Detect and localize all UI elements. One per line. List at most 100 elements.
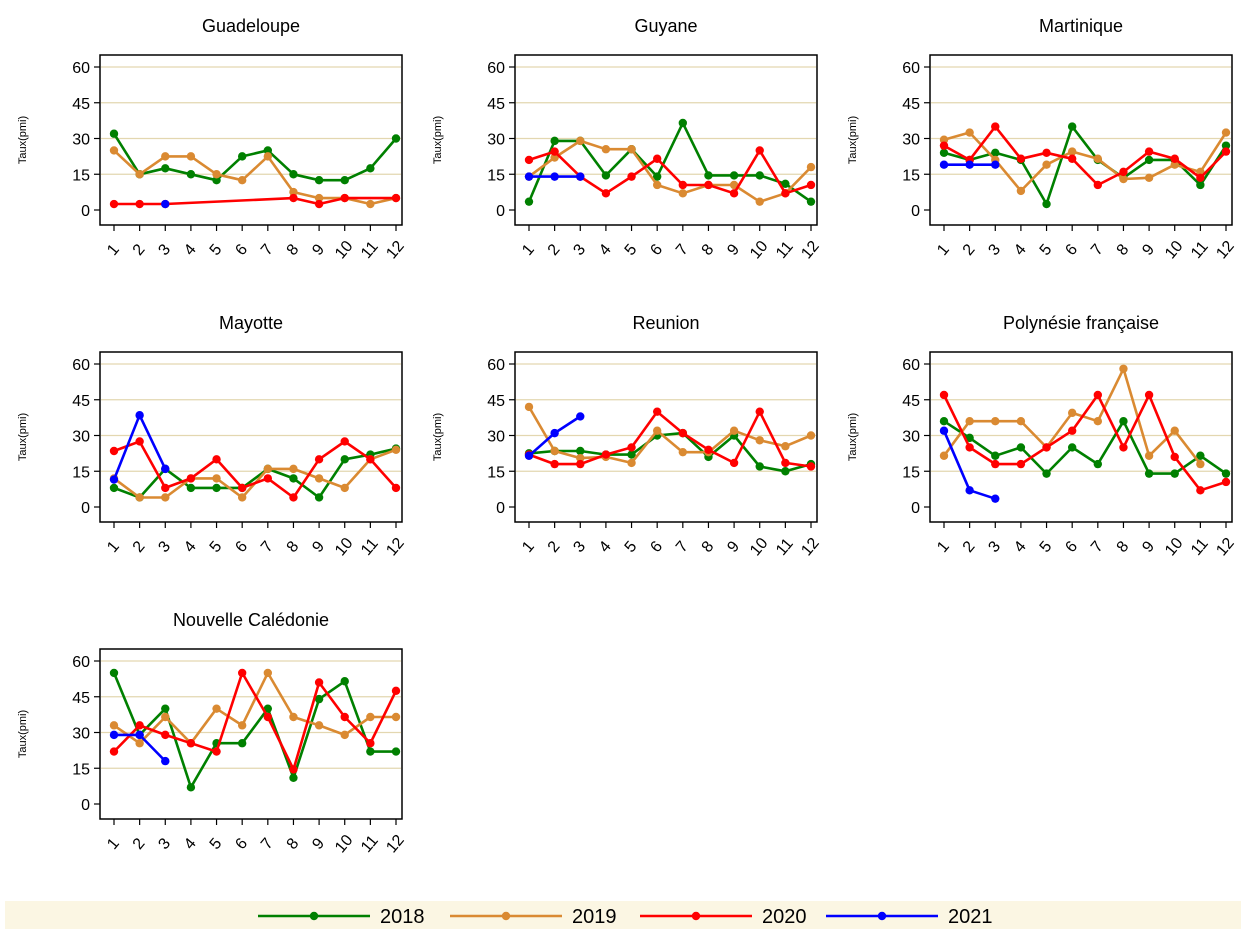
series-2021 xyxy=(939,426,1000,503)
data-point-2018 xyxy=(627,450,636,459)
y-axis-label: Taux(pmi) xyxy=(432,116,444,164)
data-point-2019 xyxy=(109,146,119,155)
data-point-2018 xyxy=(524,197,534,206)
x-tick-label: 7 xyxy=(1088,241,1107,259)
data-point-2020 xyxy=(340,437,349,446)
series-line-2020 xyxy=(942,393,1227,492)
series-2021 xyxy=(161,199,170,209)
data-point-2019 xyxy=(576,453,585,463)
data-point-2020 xyxy=(263,474,273,483)
x-tick-label: 3 xyxy=(570,538,589,556)
data-point-2020 xyxy=(939,141,949,150)
data-point-2020 xyxy=(704,180,713,190)
x-tick-label: 12 xyxy=(798,238,823,263)
plot-frame xyxy=(99,54,403,226)
y-tick-label: 60 xyxy=(902,60,920,77)
data-point-2020 xyxy=(237,483,247,493)
data-point-2020 xyxy=(1067,154,1077,163)
data-point-2020 xyxy=(704,445,713,454)
data-point-2020 xyxy=(781,458,790,468)
data-point-2020 xyxy=(550,147,559,156)
y-axis-label: Taux(pmi) xyxy=(17,413,29,461)
x-tick-label: 3 xyxy=(155,835,174,853)
x-tick-label: 6 xyxy=(1062,538,1081,556)
data-point-2019 xyxy=(1093,154,1103,163)
data-point-2020 xyxy=(729,189,739,198)
x-tick-label: 5 xyxy=(622,241,641,259)
data-point-2018 xyxy=(652,172,662,181)
data-point-2018 xyxy=(391,134,401,143)
y-axis-label: Taux(pmi) xyxy=(17,710,29,758)
x-tick-label: 9 xyxy=(309,835,328,853)
data-point-2021 xyxy=(524,172,534,181)
y-tick-label: 15 xyxy=(902,464,920,481)
data-point-2019 xyxy=(237,493,247,502)
data-point-2020 xyxy=(524,155,534,165)
data-point-2019 xyxy=(135,493,144,502)
data-point-2020 xyxy=(135,721,144,730)
data-point-2018 xyxy=(109,483,119,493)
data-point-2021 xyxy=(135,411,144,420)
x-tick-label: 2 xyxy=(130,241,149,259)
data-point-2020 xyxy=(576,459,585,469)
x-tick-label: 10 xyxy=(747,238,772,263)
data-point-2020 xyxy=(366,739,375,748)
data-point-2018 xyxy=(576,446,585,456)
y-tick-label: 15 xyxy=(487,167,505,184)
panel-title: Mayotte xyxy=(219,313,283,333)
x-tick-label: 11 xyxy=(1188,535,1212,559)
data-point-2019 xyxy=(212,170,221,179)
data-point-2020 xyxy=(1144,147,1154,156)
x-tick-label: 8 xyxy=(284,835,303,853)
y-tick-label: 0 xyxy=(911,203,920,220)
data-point-2020 xyxy=(340,193,349,203)
data-point-2019 xyxy=(314,474,324,483)
data-point-2019 xyxy=(965,128,974,137)
data-point-2020 xyxy=(781,189,790,198)
x-tick-label: 7 xyxy=(1088,538,1107,556)
data-point-2021 xyxy=(939,160,949,169)
data-point-2021 xyxy=(576,412,585,421)
series-line-2020 xyxy=(528,149,812,195)
data-point-2019 xyxy=(939,451,949,460)
data-point-2019 xyxy=(314,721,324,730)
plot-frame xyxy=(99,648,403,820)
data-point-2018 xyxy=(161,704,170,713)
data-point-2021 xyxy=(576,172,585,181)
series-2021 xyxy=(524,172,585,181)
data-point-2019 xyxy=(1016,417,1026,426)
data-point-2018 xyxy=(729,171,739,180)
series-line-2019 xyxy=(527,406,812,465)
x-tick-label: 11 xyxy=(358,535,382,559)
data-point-2019 xyxy=(1170,160,1179,169)
data-point-2018 xyxy=(991,148,1000,157)
y-tick-label: 0 xyxy=(81,203,90,220)
y-tick-label: 45 xyxy=(487,96,505,113)
x-tick-label: 1 xyxy=(104,835,123,853)
legend-item-2021: 2021 xyxy=(826,906,993,928)
y-tick-label: 30 xyxy=(72,726,90,743)
x-tick-label: 5 xyxy=(1037,241,1056,259)
y-axis-label: Taux(pmi) xyxy=(847,413,859,461)
data-point-2020 xyxy=(806,462,816,471)
legend-item-2018: 2018 xyxy=(258,906,425,928)
legend-item-2020: 2020 xyxy=(640,906,807,928)
data-point-2019 xyxy=(340,483,349,493)
data-point-2020 xyxy=(263,712,273,722)
x-tick-label: 9 xyxy=(724,241,743,259)
data-point-2020 xyxy=(314,199,324,209)
y-axis-label: Taux(pmi) xyxy=(17,116,29,164)
x-tick-label: 7 xyxy=(258,835,277,853)
x-tick-label: 2 xyxy=(545,241,564,259)
data-point-2019 xyxy=(289,464,298,474)
series-line-2018 xyxy=(528,431,812,473)
x-tick-label: 12 xyxy=(383,832,408,857)
y-tick-label: 15 xyxy=(72,464,90,481)
x-tick-label: 6 xyxy=(232,241,251,259)
data-point-2020 xyxy=(391,193,401,203)
data-point-2019 xyxy=(627,458,636,468)
y-tick-label: 60 xyxy=(72,60,90,77)
data-point-2019 xyxy=(1144,173,1154,183)
data-point-2020 xyxy=(550,459,559,469)
